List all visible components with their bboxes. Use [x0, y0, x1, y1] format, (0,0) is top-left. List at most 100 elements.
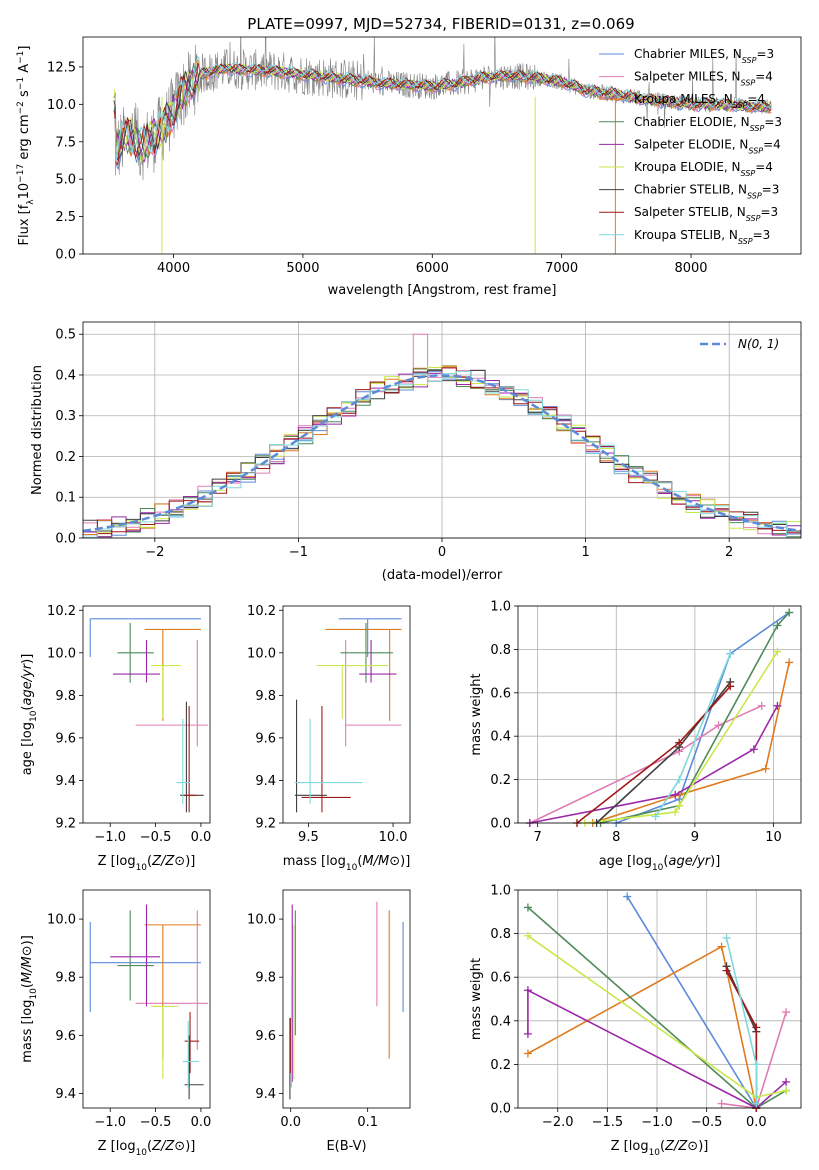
legend-label: Kroupa STELIB, NSSP=3 [634, 228, 770, 246]
legend-nssp-value: =3 [753, 228, 771, 242]
legend-series-name: Salpeter STELIB [634, 205, 729, 219]
legend-label: Salpeter MILES, NSSP=4 [634, 70, 773, 88]
y-tick-label: 0.8 [490, 643, 511, 658]
y-tick-label: 9.6 [255, 731, 276, 746]
panel-z-mass: −1.0 −0.5 0.09.49.69.810.0Z [log10(Z/Z⊙)]m… [20, 889, 211, 1158]
weight-marker-chabrier-miles [623, 892, 632, 901]
axes-frame [82, 605, 211, 824]
legend-nssp-sub: SSP [747, 191, 762, 200]
label-part: M/M⊙ [20, 945, 35, 983]
x-tick-label: 0 [438, 545, 446, 560]
legend-series-name: Salpeter ELODIE [634, 137, 732, 151]
y-tick-label: 10.0 [247, 646, 276, 661]
weight-marker-salpeter-miles [757, 701, 766, 710]
legend-nssp-prefix: , N [721, 228, 738, 242]
x-tick-label: −0.5 [140, 1115, 172, 1130]
weight-marker-salpeter-miles [782, 1008, 791, 1017]
legend-nssp-sub: SSP [750, 123, 765, 132]
x-tick-label: −1.0 [94, 830, 126, 845]
legend-nssp-value: =4 [763, 137, 781, 151]
weight-marker-kroupa-elodie [523, 931, 532, 940]
figure-title: PLATE=0997, MJD=52734, FIBERID=0131, z=0… [247, 15, 634, 33]
legend-series-name: Kroupa ELODIE [634, 160, 724, 174]
legend-series-name: Chabrier MILES [634, 47, 725, 61]
weight-marker-salpeter-elodie [782, 1077, 791, 1086]
weight-marker-kroupa-elodie [671, 808, 680, 817]
label-part: M/M⊙ [362, 854, 400, 869]
legend-nssp-sub: SSP [733, 101, 748, 110]
x-tick-label: 7 [534, 830, 542, 845]
y-axis-label-part: λ [26, 199, 36, 205]
label-part: age/yr [20, 662, 35, 705]
weight-marker-salpeter-stelib [722, 966, 731, 975]
y-axis-label-part: Flux [f [17, 204, 32, 245]
x-axis-label: Z [log10(Z/Z⊙)] [98, 854, 196, 873]
axes-frame [517, 889, 802, 1109]
weight-marker-kroupa-miles [785, 658, 794, 667]
label-part: )] [20, 935, 35, 945]
axes-frame [282, 889, 411, 1109]
y-tick-label: 1.0 [490, 884, 511, 899]
x-axis-label: E(B-V) [326, 1139, 366, 1154]
legend-nssp-prefix: , N [716, 92, 733, 106]
label-part: age [log [599, 854, 652, 869]
weight-line-salpeter-miles [529, 705, 763, 824]
legend-label: Chabrier MILES, NSSP=3 [634, 47, 774, 65]
x-tick-label: 2 [725, 545, 733, 560]
y-tick-label: 0.8 [490, 927, 511, 942]
weight-line-salpeter-elodie [527, 988, 787, 1109]
y-axis-label-part: A [17, 64, 32, 77]
x-tick-label: 1 [581, 545, 589, 560]
weight-marker-salpeter-elodie [523, 1029, 532, 1038]
legend-label-normal: N(0, 1) [738, 337, 779, 351]
legend-nssp-value: =3 [762, 183, 780, 197]
label-part: E(B-V) [326, 1139, 366, 1154]
y-tick-label: 9.8 [55, 971, 76, 986]
y-tick-label: 10.0 [47, 646, 76, 661]
x-tick-label: 10.0 [379, 830, 408, 845]
y-axis-label-part: −1 [16, 77, 26, 90]
model-line-chabrier-stelib [113, 63, 772, 162]
x-tick-label: 0.0 [746, 1115, 767, 1130]
weight-line-kroupa-stelib [654, 653, 732, 817]
normal-curve [82, 374, 802, 533]
legend-label: Salpeter STELIB, NSSP=3 [634, 205, 778, 223]
y-tick-label: 9.2 [55, 817, 76, 832]
legend-nssp-sub: SSP [741, 78, 756, 87]
legend-nssp-prefix: , N [724, 70, 741, 84]
weight-line-chabrier-miles [616, 611, 790, 824]
y-tick-label: 10.2 [247, 604, 276, 619]
y-tick-label: 9.4 [55, 774, 76, 789]
legend-nssp-sub: SSP [741, 169, 756, 178]
weight-line-kroupa-miles [527, 945, 758, 1109]
label-part: ( [147, 1139, 152, 1154]
x-axis-label: mass [log10(M/M⊙)] [283, 854, 411, 873]
histogram-step-kroupa-stelib [83, 371, 788, 538]
y-tick-label: 0.2 [490, 1058, 511, 1073]
label-part: mass [log [20, 1000, 35, 1063]
weight-line-kroupa-miles [592, 662, 790, 824]
axes-frame [82, 36, 802, 255]
weight-marker-salpeter-elodie [671, 790, 680, 799]
weight-marker-salpeter-elodie [523, 986, 532, 995]
legend-nssp-value: =3 [764, 115, 782, 129]
y-tick-label: 0.0 [55, 532, 76, 547]
label-part: mass [log [283, 854, 346, 869]
x-tick-label: −2 [145, 545, 164, 560]
legend-nssp-sub: SSP [746, 214, 761, 223]
legend-nssp-prefix: , N [730, 183, 747, 197]
x-axis-label: wavelength [Angstrom, rest frame] [328, 283, 557, 298]
x-tick-label: 5000 [286, 261, 319, 276]
legend-nssp-value: =3 [760, 205, 778, 219]
legend-label: Chabrier ELODIE, NSSP=3 [634, 115, 782, 133]
axes-frame [82, 321, 802, 539]
y-tick-label: 7.5 [55, 135, 76, 150]
legend-nssp-prefix: , N [729, 205, 746, 219]
x-tick-label: −2.0 [542, 1115, 574, 1130]
label-part: ( [20, 983, 35, 988]
label-part: Z/Z⊙ [151, 854, 185, 869]
legend-nssp-value: =4 [747, 92, 765, 106]
y-tick-label: 0.1 [55, 491, 76, 506]
panels: 4000 5000 6000 7000 80000.02.55.07.510.012.5… [16, 36, 802, 1158]
